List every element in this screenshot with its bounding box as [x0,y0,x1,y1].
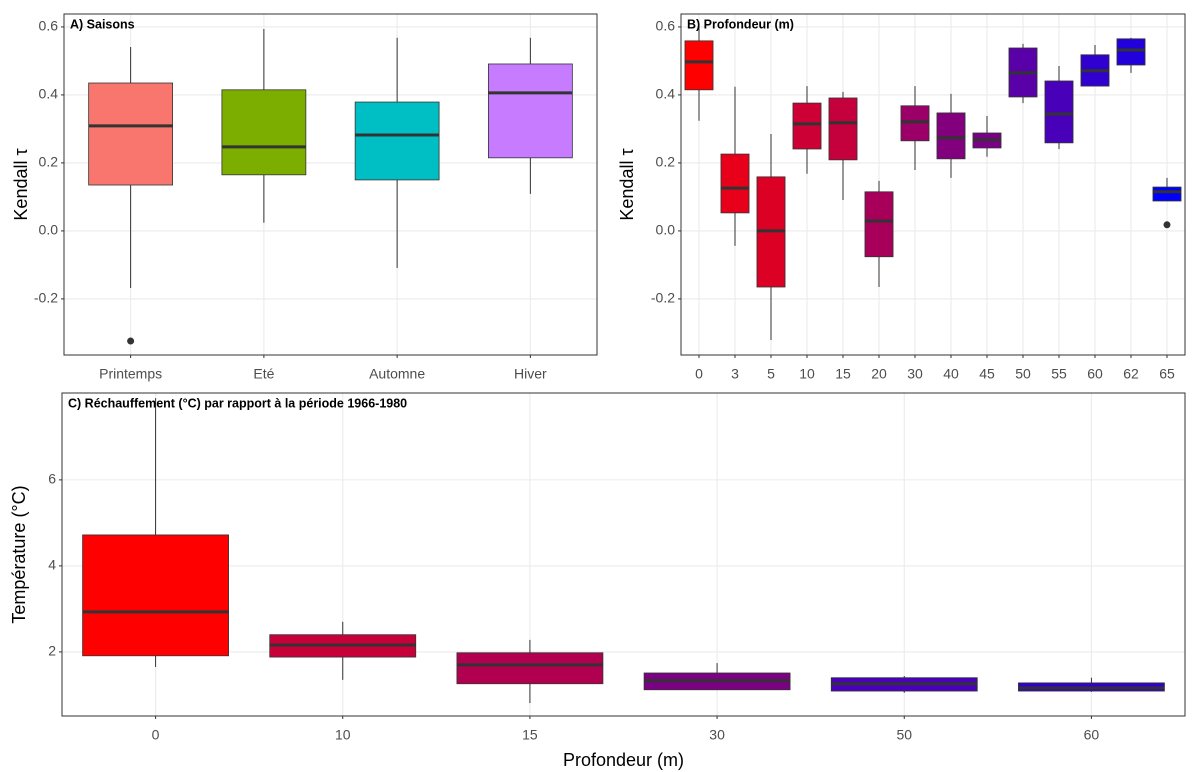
outlier [127,337,135,345]
x-tick-label: Eté [253,366,274,382]
y-tick-label: -0.2 [651,290,675,306]
y-tick-label: 0.0 [39,222,59,238]
y-axis-title: Kendall τ [11,148,31,220]
box [936,112,966,160]
box [1152,186,1182,202]
box [792,102,822,150]
x-tick-label: Automne [369,366,425,382]
x-tick-label: 60 [1087,366,1103,382]
y-tick-label: 0.4 [656,86,676,102]
box [1116,38,1146,66]
x-tick-label: 50 [896,727,912,743]
box [900,105,930,142]
x-tick-label: 5 [767,366,775,382]
x-tick-label: Hiver [514,366,547,382]
box [1044,80,1074,144]
x-tick-label: 0 [152,727,160,743]
panel-title: B) Profondeur (m) [687,17,794,31]
panel-border [680,13,1186,356]
box [456,652,604,685]
x-tick-label: 45 [979,366,995,382]
x-tick-label: 55 [1051,366,1067,382]
y-tick-label: -0.2 [34,290,58,306]
x-tick-label: 30 [709,727,725,743]
x-tick-label: 50 [1015,366,1031,382]
box [221,89,307,176]
y-tick-label: 4 [48,557,56,573]
box [864,191,894,258]
x-tick-label: 10 [799,366,815,382]
y-axis-title: Kendall τ [617,148,637,220]
outlier [1163,221,1171,229]
y-axis-title: Température (°C) [9,485,29,623]
panel-title: A) Saisons [70,17,135,31]
box [720,153,750,214]
x-tick-label: 0 [695,366,703,382]
x-axis-title: Profondeur (m) [563,750,684,770]
panel-border [61,392,1186,717]
y-tick-label: 0.0 [656,222,676,238]
y-tick-label: 0.6 [656,18,676,34]
y-tick-label: 6 [48,471,56,487]
x-tick-label: 20 [871,366,887,382]
y-tick-label: 0.4 [39,86,59,102]
x-tick-label: 40 [943,366,959,382]
box [684,40,714,91]
x-tick-label: 10 [335,727,351,743]
x-tick-label: 62 [1123,366,1139,382]
panel-title: C) Réchauffement (°C) par rapport à la p… [68,396,407,410]
box [82,534,229,657]
y-tick-label: 0.2 [656,154,676,170]
x-tick-label: 60 [1084,727,1100,743]
x-tick-label: 30 [907,366,923,382]
x-tick-label: 65 [1159,366,1175,382]
y-tick-label: 2 [48,643,56,659]
x-tick-label: Printemps [99,366,162,382]
x-tick-label: 15 [835,366,851,382]
box [828,97,858,161]
panel-border [63,13,598,356]
x-tick-label: 15 [522,727,538,743]
y-tick-label: 0.6 [39,18,59,34]
box [88,82,173,186]
box [488,63,573,159]
x-tick-label: 3 [731,366,739,382]
box [354,101,440,181]
y-tick-label: 0.2 [39,154,59,170]
